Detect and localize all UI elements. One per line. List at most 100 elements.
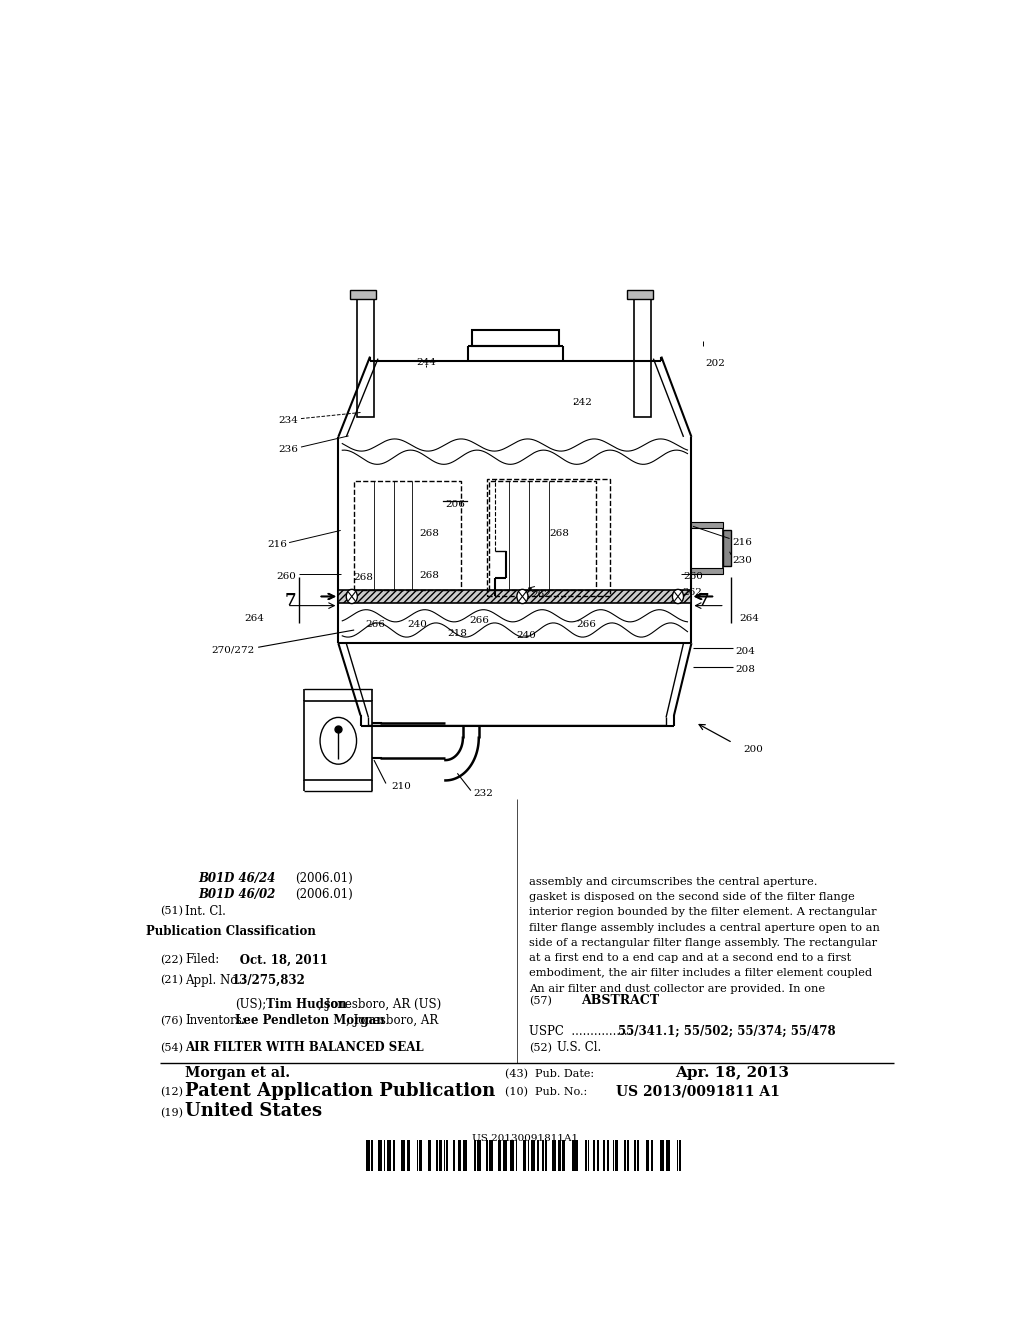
Bar	[603, 1140, 605, 1171]
Text: 260: 260	[276, 572, 296, 581]
Bar	[446, 1140, 449, 1171]
Bar	[627, 289, 652, 298]
Text: 206: 206	[445, 500, 465, 510]
Text: 7: 7	[697, 593, 710, 609]
Bar	[428, 1140, 429, 1171]
Bar	[429, 1140, 431, 1171]
Bar	[503, 1140, 507, 1171]
Text: (10)  Pub. No.:: (10) Pub. No.:	[505, 1088, 587, 1097]
Bar	[634, 1140, 636, 1171]
Bar	[606, 1140, 608, 1171]
Text: 262: 262	[531, 590, 551, 599]
Text: 208: 208	[735, 665, 755, 675]
Bar	[691, 568, 723, 574]
Text: (51): (51)	[160, 907, 182, 916]
Bar	[679, 1140, 681, 1171]
Bar	[350, 289, 376, 298]
Text: 266: 266	[469, 616, 488, 626]
Text: Appl. No.:: Appl. No.:	[185, 974, 249, 987]
Bar	[613, 1140, 614, 1171]
Text: 260: 260	[684, 572, 703, 581]
Bar	[401, 1140, 404, 1171]
Bar	[417, 1140, 419, 1171]
Text: , Jonesboro, AR: , Jonesboro, AR	[346, 1014, 438, 1027]
Text: Apr. 18, 2013: Apr. 18, 2013	[676, 1067, 790, 1080]
Text: interior region bounded by the filter element. A rectangular: interior region bounded by the filter el…	[528, 907, 877, 917]
Text: (2006.01): (2006.01)	[295, 873, 352, 886]
Text: 242: 242	[572, 397, 592, 407]
Text: United States: United States	[185, 1102, 323, 1119]
Text: 268: 268	[420, 529, 439, 539]
Bar	[553, 1140, 556, 1171]
Bar	[574, 1140, 578, 1171]
Bar	[634, 298, 651, 417]
Text: 264: 264	[245, 614, 264, 623]
Text: Publication Classification: Publication Classification	[146, 925, 316, 939]
Bar	[593, 1140, 595, 1171]
Text: US 2013/0091811 A1: US 2013/0091811 A1	[616, 1085, 780, 1098]
Bar	[387, 1140, 390, 1171]
Text: assembly and circumscribes the central aperture.: assembly and circumscribes the central a…	[528, 876, 817, 887]
Text: at a first end to a end cap and at a second end to a first: at a first end to a end cap and at a sec…	[528, 953, 851, 964]
Bar	[477, 1140, 480, 1171]
Bar	[498, 1140, 502, 1171]
Bar	[585, 1140, 587, 1171]
Text: U.S. Cl.: U.S. Cl.	[557, 1040, 601, 1053]
Text: 266: 266	[577, 620, 597, 630]
Bar	[646, 1140, 649, 1171]
Text: 202: 202	[706, 359, 726, 368]
Text: 230: 230	[733, 557, 753, 565]
Bar	[668, 1140, 671, 1171]
Text: 200: 200	[743, 746, 763, 755]
Text: ABSTRACT: ABSTRACT	[581, 994, 659, 1007]
Circle shape	[517, 589, 528, 603]
Text: (22): (22)	[160, 956, 182, 965]
Text: B01D 46/02: B01D 46/02	[198, 888, 275, 902]
Text: 268: 268	[353, 573, 374, 582]
Text: 268: 268	[420, 570, 439, 579]
Bar	[542, 1140, 544, 1171]
Bar	[588, 1140, 589, 1171]
Bar	[338, 590, 680, 602]
Bar	[453, 1140, 454, 1171]
Bar	[537, 1140, 539, 1171]
Text: AIR FILTER WITH BALANCED SEAL: AIR FILTER WITH BALANCED SEAL	[185, 1040, 424, 1053]
Text: USPC  ................: USPC ................	[528, 1024, 631, 1038]
Bar	[552, 1140, 553, 1171]
Text: Tim Hudson: Tim Hudson	[262, 998, 347, 1011]
Bar	[379, 1140, 382, 1171]
Text: (12): (12)	[160, 1088, 182, 1097]
Text: (76): (76)	[160, 1016, 182, 1027]
Text: (2006.01): (2006.01)	[295, 888, 352, 902]
Text: 266: 266	[365, 620, 385, 630]
Text: Lee Pendleton Morgan: Lee Pendleton Morgan	[236, 1014, 385, 1027]
Text: (US);: (US);	[236, 998, 266, 1011]
Text: 244: 244	[417, 358, 436, 367]
Text: 240: 240	[407, 620, 427, 630]
Text: 268: 268	[549, 529, 569, 539]
Text: (57): (57)	[528, 995, 552, 1006]
Text: 7: 7	[285, 593, 297, 609]
Bar	[392, 1140, 394, 1171]
Bar	[407, 1140, 410, 1171]
Bar	[486, 479, 609, 597]
Bar	[680, 590, 691, 602]
Bar	[472, 330, 559, 346]
Bar	[677, 1140, 678, 1171]
Bar	[444, 1140, 445, 1171]
Bar	[474, 1140, 476, 1171]
Text: 270/272: 270/272	[212, 645, 255, 655]
Text: Filed:: Filed:	[185, 953, 219, 966]
Text: embodiment, the air filter includes a filter element coupled: embodiment, the air filter includes a fi…	[528, 969, 871, 978]
Bar	[455, 1140, 456, 1171]
Bar	[439, 1140, 441, 1171]
Bar	[662, 1140, 664, 1171]
Text: (19): (19)	[160, 1107, 182, 1118]
Bar	[562, 1140, 565, 1171]
Bar	[627, 1140, 629, 1171]
Bar	[545, 1140, 547, 1171]
Bar	[419, 1140, 423, 1171]
Text: 236: 236	[279, 445, 299, 454]
Text: Oct. 18, 2011: Oct. 18, 2011	[215, 953, 328, 966]
Bar	[489, 480, 596, 590]
